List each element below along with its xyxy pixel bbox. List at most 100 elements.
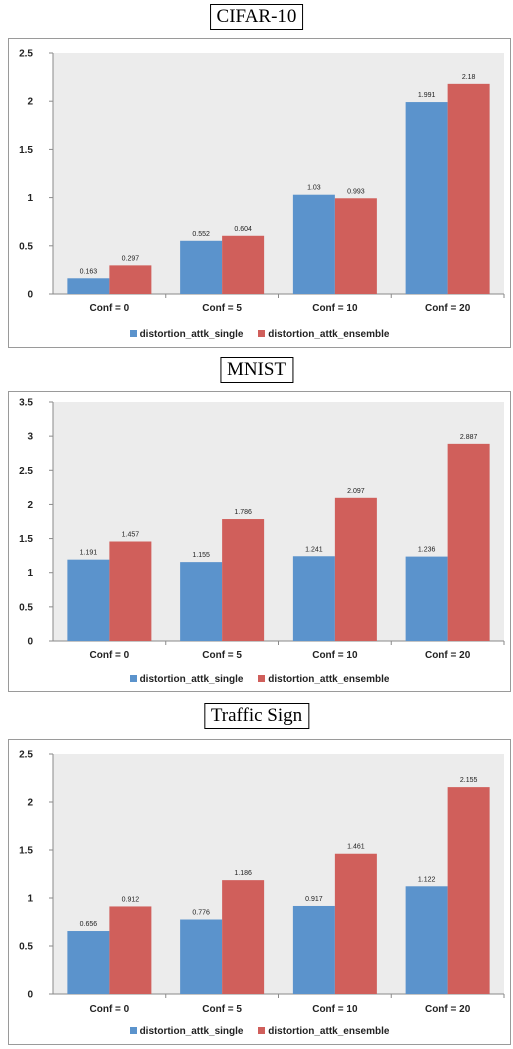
bar-single — [405, 556, 448, 641]
chart-panel-cifar10: 0 0.5 1 1.5 2 2.5 0.163 0.297 Conf = 0 0.552 0.604… — [8, 38, 511, 348]
bar-single — [405, 886, 448, 994]
bar-ensemble — [109, 906, 152, 994]
x-category-label: Conf = 0 — [90, 1004, 130, 1015]
legend-label-single: distortion_attk_single — [139, 329, 244, 340]
legend-traffic-sign: distortion_attk_single distortion_attk_e… — [9, 1026, 510, 1037]
data-label: 0.163 — [80, 268, 98, 275]
y-tick-label: 0.5 — [19, 602, 33, 613]
legend-item-single: distortion_attk_single — [129, 329, 244, 340]
legend-item-single: distortion_attk_single — [129, 674, 244, 685]
y-tick-label: 2.5 — [19, 466, 33, 477]
legend-swatch-single — [129, 675, 137, 682]
data-label: 0.912 — [122, 896, 140, 903]
y-tick-label: 3.5 — [19, 398, 33, 409]
bar-ensemble — [447, 443, 490, 641]
data-label: 1.03 — [307, 185, 321, 192]
bar-ensemble — [109, 541, 152, 641]
x-category-label: Conf = 10 — [312, 303, 358, 314]
bar-single — [67, 931, 110, 994]
legend-swatch-ensemble — [258, 675, 266, 682]
data-label: 2.18 — [462, 74, 476, 81]
legend-swatch-ensemble — [258, 1027, 266, 1034]
x-category-label: Conf = 5 — [202, 303, 242, 314]
bar-ensemble — [222, 519, 265, 641]
data-label: 1.991 — [418, 92, 436, 99]
x-category-label: Conf = 5 — [202, 650, 242, 661]
legend-item-ensemble: distortion_attk_ensemble — [258, 329, 389, 340]
data-label: 0.604 — [234, 226, 252, 233]
y-tick-label: 0 — [27, 290, 33, 301]
chart-panel-mnist: 0 0.5 1 1.5 2 2.5 3 3.5 1.191 1.457 Conf = 0 1.155 1… — [8, 391, 511, 692]
bar-ensemble — [109, 265, 152, 294]
y-tick-label: 1 — [27, 894, 33, 905]
bar-single — [405, 102, 448, 294]
x-category-label: Conf = 20 — [425, 303, 471, 314]
y-tick-label: 1.5 — [19, 145, 33, 156]
y-tick-label: 1 — [27, 193, 33, 204]
legend-item-ensemble: distortion_attk_ensemble — [258, 674, 389, 685]
y-tick-label: 3 — [27, 432, 33, 443]
legend-label-ensemble: distortion_attk_ensemble — [268, 1026, 390, 1037]
chart-panel-traffic-sign: 0 0.5 1 1.5 2 2.5 0.656 0.912 Conf = 0 0.776 1.186… — [8, 739, 511, 1045]
bar-single — [292, 556, 335, 641]
chart-title-traffic-sign: Traffic Sign — [203, 703, 310, 729]
chart-title-mnist: MNIST — [219, 357, 294, 383]
data-label: 2.887 — [460, 434, 478, 441]
legend-cifar10: distortion_attk_single distortion_attk_e… — [9, 329, 510, 340]
bar-single — [292, 905, 335, 994]
bar-single — [180, 562, 223, 641]
legend-label-ensemble: distortion_attk_ensemble — [268, 329, 390, 340]
data-label: 0.552 — [192, 231, 210, 238]
bar-chart-cifar10: 0 0.5 1 1.5 2 2.5 0.163 0.297 Conf = 0 0.552 0.604… — [19, 49, 505, 314]
data-label: 1.236 — [418, 547, 436, 554]
x-category-label: Conf = 0 — [90, 650, 130, 661]
y-tick-label: 0.5 — [19, 241, 33, 252]
bar-ensemble — [334, 853, 377, 994]
data-label: 0.656 — [80, 921, 98, 928]
bar-single — [292, 194, 335, 294]
bar-chart-traffic-sign: 0 0.5 1 1.5 2 2.5 0.656 0.912 Conf = 0 0.776 1.186… — [19, 750, 505, 1015]
data-label: 1.457 — [122, 532, 140, 539]
legend-label-ensemble: distortion_attk_ensemble — [268, 674, 390, 685]
data-label: 2.155 — [460, 777, 478, 784]
legend-item-single: distortion_attk_single — [129, 1026, 244, 1037]
legend-swatch-single — [129, 1027, 137, 1034]
y-tick-label: 2 — [27, 500, 33, 511]
y-tick-label: 2.5 — [19, 750, 33, 761]
bar-single — [67, 559, 110, 641]
bar-ensemble — [334, 198, 377, 294]
x-category-label: Conf = 5 — [202, 1004, 242, 1015]
bar-ensemble — [222, 880, 265, 994]
data-label: 1.241 — [305, 546, 323, 553]
legend-swatch-ensemble — [258, 330, 266, 337]
y-tick-label: 0 — [27, 990, 33, 1001]
bar-ensemble — [447, 83, 490, 295]
legend-label-single: distortion_attk_single — [139, 674, 244, 685]
data-label: 2.097 — [347, 488, 365, 495]
y-tick-label: 1.5 — [19, 846, 33, 857]
data-label: 0.917 — [305, 896, 323, 903]
bar-chart-mnist: 0 0.5 1 1.5 2 2.5 3 3.5 1.191 1.457 Conf = 0 1.155 1… — [19, 398, 505, 661]
legend-swatch-single — [129, 330, 137, 337]
data-label: 1.155 — [192, 552, 210, 559]
data-label: 0.297 — [122, 255, 140, 262]
legend-item-ensemble: distortion_attk_ensemble — [258, 1026, 389, 1037]
y-tick-label: 2.5 — [19, 49, 33, 60]
bar-ensemble — [222, 235, 265, 294]
bar-single — [180, 240, 223, 294]
x-category-label: Conf = 20 — [425, 1004, 471, 1015]
y-tick-label: 0 — [27, 637, 33, 648]
legend-label-single: distortion_attk_single — [139, 1026, 244, 1037]
y-tick-label: 2 — [27, 798, 33, 809]
data-label: 0.776 — [192, 910, 210, 917]
data-label: 1.122 — [418, 876, 436, 883]
y-tick-label: 2 — [27, 97, 33, 108]
bar-single — [180, 919, 223, 994]
bar-ensemble — [447, 787, 490, 994]
data-label: 1.786 — [234, 509, 252, 516]
x-category-label: Conf = 20 — [425, 650, 471, 661]
x-category-label: Conf = 0 — [90, 303, 130, 314]
legend-mnist: distortion_attk_single distortion_attk_e… — [9, 674, 510, 685]
y-tick-label: 1 — [27, 568, 33, 579]
x-category-label: Conf = 10 — [312, 650, 358, 661]
